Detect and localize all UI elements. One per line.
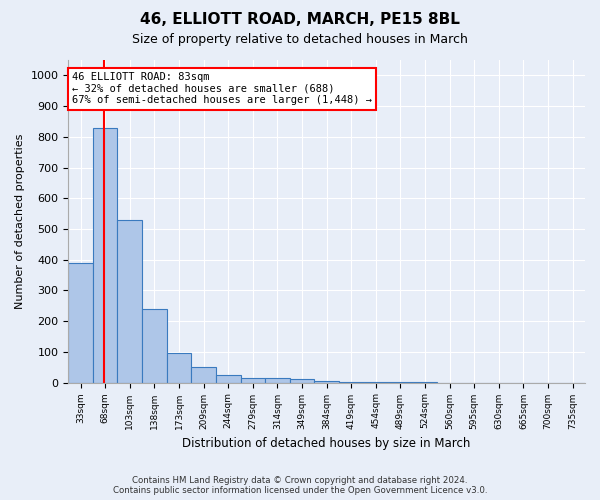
Bar <box>93 128 118 382</box>
Bar <box>241 378 265 382</box>
Bar <box>167 354 191 382</box>
Bar <box>216 375 241 382</box>
Y-axis label: Number of detached properties: Number of detached properties <box>15 134 25 309</box>
Bar <box>68 263 93 382</box>
Text: Contains HM Land Registry data © Crown copyright and database right 2024.
Contai: Contains HM Land Registry data © Crown c… <box>113 476 487 495</box>
Bar <box>118 220 142 382</box>
Bar <box>290 380 314 382</box>
Text: 46 ELLIOTT ROAD: 83sqm
← 32% of detached houses are smaller (688)
67% of semi-de: 46 ELLIOTT ROAD: 83sqm ← 32% of detached… <box>72 72 372 106</box>
Bar <box>314 381 339 382</box>
Bar <box>142 309 167 382</box>
Bar <box>265 378 290 382</box>
X-axis label: Distribution of detached houses by size in March: Distribution of detached houses by size … <box>182 437 471 450</box>
Text: Size of property relative to detached houses in March: Size of property relative to detached ho… <box>132 32 468 46</box>
Bar <box>191 367 216 382</box>
Text: 46, ELLIOTT ROAD, MARCH, PE15 8BL: 46, ELLIOTT ROAD, MARCH, PE15 8BL <box>140 12 460 28</box>
